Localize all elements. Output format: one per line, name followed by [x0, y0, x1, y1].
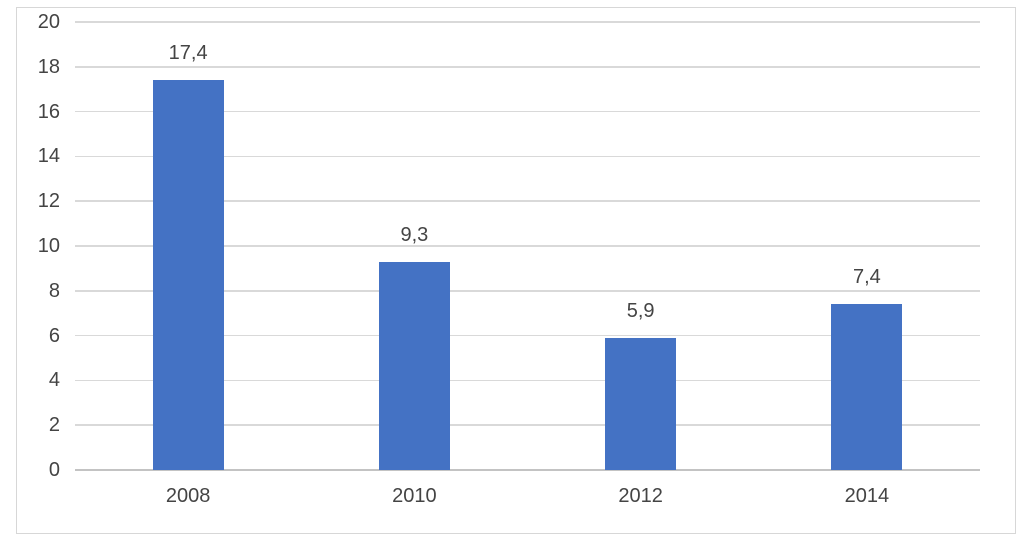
x-axis-category-label: 2012 [618, 485, 663, 507]
y-axis-tick-label: 8 [48, 279, 60, 302]
gridline [75, 200, 980, 202]
gridline [75, 334, 980, 337]
bar-data-label: 7,4 [852, 266, 881, 289]
bar [378, 261, 450, 470]
bar-data-label: 9,3 [400, 223, 429, 246]
gridline [75, 110, 980, 113]
bar-data-label: 17,4 [168, 42, 208, 65]
gridline [75, 379, 980, 382]
y-axis-tick-label: 16 [37, 100, 60, 123]
gridline [75, 66, 980, 68]
y-axis-tick-label: 4 [48, 369, 60, 392]
y-axis-tick-label: 20 [37, 11, 60, 33]
x-axis-category-label: 2014 [844, 485, 890, 507]
y-axis-tick-label: 18 [37, 55, 60, 78]
x-axis-line [75, 469, 980, 471]
gridline [75, 290, 980, 292]
x-axis-category-label: 2010 [392, 485, 437, 507]
bar [831, 304, 903, 470]
bar-data-label: 5,9 [626, 299, 655, 322]
gridline [75, 21, 980, 23]
x-axis-category-label: 2008 [165, 485, 211, 507]
y-axis-tick-label: 6 [48, 324, 60, 347]
y-axis-tick-label: 12 [37, 190, 60, 213]
y-axis-tick-label: 0 [48, 459, 60, 481]
gridline [75, 424, 980, 426]
y-axis-tick-label: 14 [37, 145, 60, 168]
bar [152, 80, 224, 470]
gridline [75, 245, 980, 247]
gridline [75, 155, 980, 158]
bar [605, 337, 677, 470]
y-axis-tick-label: 2 [48, 414, 60, 437]
y-axis-tick-label: 10 [37, 235, 60, 257]
